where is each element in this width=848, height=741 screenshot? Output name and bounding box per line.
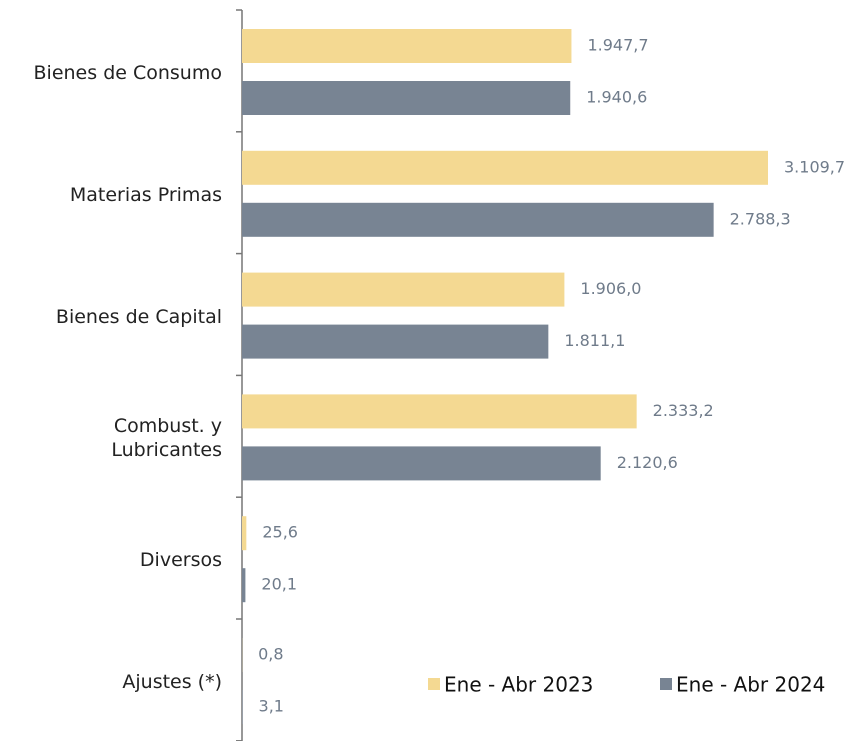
bar [242, 446, 601, 481]
bar [242, 202, 714, 237]
bar [242, 690, 243, 724]
category-label: Bienes de Consumo [33, 62, 222, 84]
bar [242, 150, 768, 185]
bar [242, 568, 246, 603]
value-label: 25,6 [262, 523, 298, 542]
bar [242, 324, 549, 359]
bar [242, 29, 572, 63]
value-label: 0,8 [258, 645, 283, 664]
value-label: 1.811,1 [564, 331, 625, 350]
legend-label: Ene - Abr 2023 [444, 673, 593, 697]
legend-swatch [428, 678, 440, 690]
value-label: 20,1 [261, 575, 297, 594]
category-label: Materias Primas [69, 183, 222, 206]
value-label: 2.788,3 [730, 209, 791, 228]
value-label: 1.906,0 [580, 279, 641, 298]
bar [242, 272, 565, 307]
category-label: Bienes de Capital [55, 305, 222, 328]
value-label: 2.333,2 [653, 401, 714, 420]
value-label: 2.120,6 [617, 453, 678, 472]
value-label: 3.109,7 [784, 157, 845, 176]
bar [242, 81, 571, 115]
category-label: Combust. y Lubricantes [111, 415, 222, 462]
category-label: Ajustes (*) [122, 671, 222, 693]
value-label: 1.947,7 [587, 36, 648, 55]
bar [242, 394, 637, 429]
legend-swatch [660, 678, 672, 690]
value-label: 1.940,6 [586, 88, 647, 107]
legend-label: Ene - Abr 2024 [676, 673, 825, 697]
category-label: Diversos [139, 549, 222, 572]
value-label: 3,1 [259, 697, 284, 716]
bar [242, 516, 247, 551]
